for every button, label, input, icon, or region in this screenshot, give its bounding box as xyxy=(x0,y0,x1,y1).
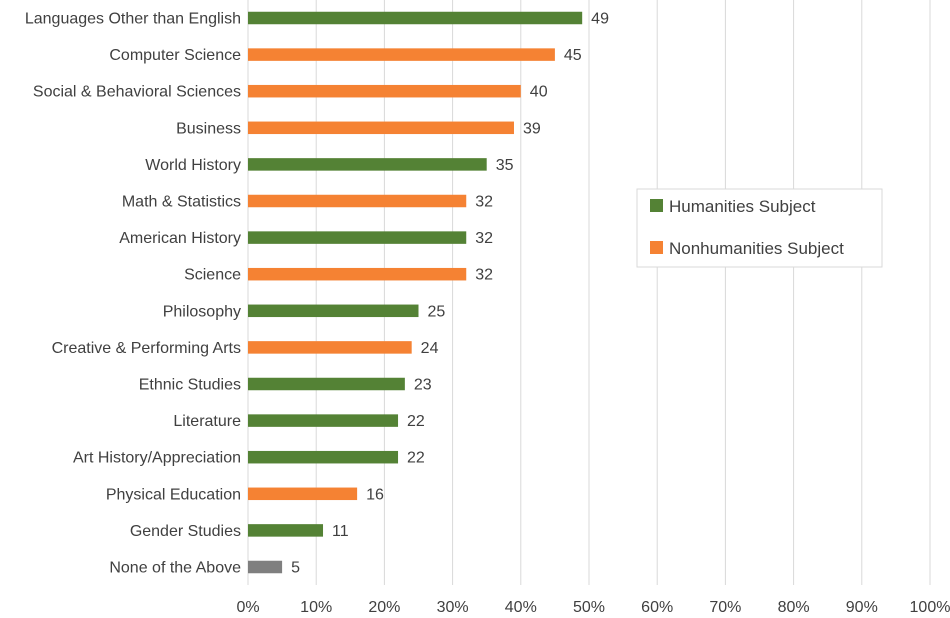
bar xyxy=(248,560,283,574)
category-label: Social & Behavioral Sciences xyxy=(33,84,241,101)
x-tick-label: 30% xyxy=(437,599,469,616)
value-label: 25 xyxy=(428,303,446,320)
x-tick-label: 10% xyxy=(300,599,332,616)
value-label: 32 xyxy=(475,267,493,284)
value-label: 45 xyxy=(564,47,582,64)
bar xyxy=(248,11,583,25)
legend-label-nonhumanities: Nonhumanities Subject xyxy=(669,239,844,258)
legend-swatch-nonhumanities xyxy=(650,241,663,254)
bar xyxy=(248,194,467,208)
x-tick-label: 40% xyxy=(505,599,537,616)
value-label: 5 xyxy=(291,560,300,577)
value-label: 16 xyxy=(366,486,384,503)
category-label: World History xyxy=(145,157,241,174)
bar xyxy=(248,377,405,391)
bar xyxy=(248,121,514,135)
x-tick-label: 20% xyxy=(368,599,400,616)
category-labels: Languages Other than English Computer Sci… xyxy=(25,11,241,577)
value-label: 22 xyxy=(407,413,425,430)
x-tick-label: 90% xyxy=(846,599,878,616)
category-label: Creative & Performing Arts xyxy=(52,340,241,357)
bar xyxy=(248,450,399,464)
value-labels: 49 45 40 39 35 32 32 32 25 24 23 22 22 16 11 5 xyxy=(291,11,609,577)
category-label: Computer Science xyxy=(109,47,241,64)
bar xyxy=(248,524,324,537)
bar xyxy=(248,487,358,501)
x-tick-label: 0% xyxy=(236,599,259,616)
category-label: Languages Other than English xyxy=(25,11,241,28)
category-label: Philosophy xyxy=(163,303,241,320)
value-label: 35 xyxy=(496,157,514,174)
gridlines xyxy=(247,0,931,585)
x-tick-label: 100% xyxy=(910,599,950,616)
bar xyxy=(248,84,521,98)
bar xyxy=(248,48,555,61)
value-label: 32 xyxy=(475,230,493,247)
category-label: Physical Education xyxy=(106,486,241,503)
category-label: Ethnic Studies xyxy=(139,377,241,394)
legend-swatch-humanities xyxy=(650,199,663,212)
bar xyxy=(248,267,467,281)
legend: Humanities Subject Nonhumanities Subject xyxy=(636,188,883,268)
bars xyxy=(248,11,583,574)
bar xyxy=(248,414,399,427)
x-tick-label: 50% xyxy=(573,599,605,616)
x-tick-label: 60% xyxy=(641,599,673,616)
value-label: 39 xyxy=(523,120,541,137)
category-label: Business xyxy=(176,120,241,137)
bar xyxy=(248,341,412,354)
value-label: 40 xyxy=(530,84,548,101)
value-label: 11 xyxy=(332,523,349,540)
x-tick-label: 70% xyxy=(709,599,741,616)
category-label: Gender Studies xyxy=(130,523,241,540)
category-label: American History xyxy=(119,230,241,247)
category-label: Literature xyxy=(173,413,241,430)
value-label: 32 xyxy=(475,194,493,211)
x-tick-label: 80% xyxy=(778,599,810,616)
bar xyxy=(248,304,419,318)
category-label: Math & Statistics xyxy=(122,194,241,211)
category-label: Science xyxy=(184,267,241,284)
legend-label-humanities: Humanities Subject xyxy=(669,197,816,216)
bar xyxy=(248,231,467,244)
bar xyxy=(248,158,487,171)
value-label: 24 xyxy=(421,340,439,357)
category-label: Art History/Appreciation xyxy=(73,450,241,467)
value-label: 23 xyxy=(414,377,432,394)
category-label: None of the Above xyxy=(109,560,241,577)
value-label: 22 xyxy=(407,450,425,467)
x-axis-tick-labels: 0% 10% 20% 30% 40% 50% 60% 70% 80% 90% 100% xyxy=(236,599,950,616)
legend-box xyxy=(636,188,883,268)
value-label: 49 xyxy=(591,11,609,28)
